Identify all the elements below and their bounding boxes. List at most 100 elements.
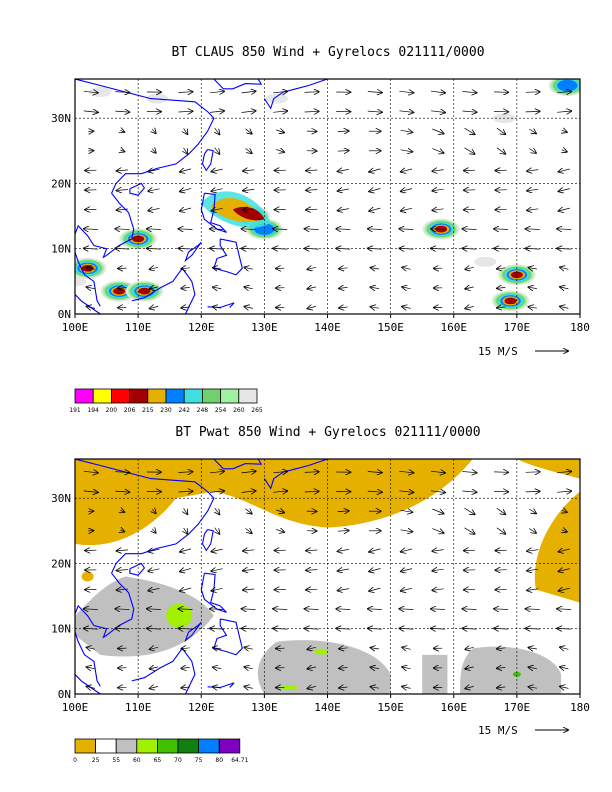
wind-vector bbox=[180, 208, 192, 211]
colorbar-swatch bbox=[129, 388, 149, 404]
wind-vector bbox=[83, 491, 98, 493]
wind-vector bbox=[402, 267, 411, 269]
wind-vector bbox=[371, 687, 380, 688]
wind-vector bbox=[557, 111, 571, 112]
colorbar-swatch bbox=[238, 388, 258, 404]
wind-vector bbox=[180, 588, 192, 591]
colorbar-swatch bbox=[74, 738, 97, 754]
wind-vector bbox=[527, 170, 539, 172]
wind-vector bbox=[244, 267, 253, 269]
wind-vector bbox=[462, 111, 477, 112]
wind-vector bbox=[559, 588, 570, 591]
wind-vector bbox=[336, 628, 351, 629]
wind-vector bbox=[84, 248, 98, 249]
wind-vector bbox=[369, 208, 381, 211]
coastline-segment bbox=[213, 459, 263, 470]
wind-vector bbox=[368, 628, 382, 629]
colorbar-label: 60 bbox=[133, 757, 141, 764]
wind-vector bbox=[179, 628, 193, 629]
wind-vector bbox=[117, 589, 128, 590]
wind-vector bbox=[306, 550, 318, 551]
wind-vector bbox=[117, 570, 128, 571]
wind-vector bbox=[496, 507, 505, 514]
wind-vector bbox=[430, 91, 445, 93]
wind-vector bbox=[432, 170, 444, 172]
wind-vector bbox=[305, 229, 319, 230]
wind-vector bbox=[529, 268, 537, 269]
wind-vector bbox=[430, 471, 445, 473]
wind-vector bbox=[276, 150, 284, 153]
wind-vector bbox=[180, 188, 192, 191]
colorbar-label: 265 bbox=[251, 407, 263, 414]
wind-vector bbox=[465, 686, 474, 688]
wind-vector bbox=[180, 169, 192, 172]
colorbar-swatch bbox=[177, 738, 200, 754]
wind-vector bbox=[399, 471, 413, 473]
wind-vector bbox=[463, 229, 477, 230]
cloud-feature-core bbox=[513, 272, 520, 277]
wind-vector bbox=[369, 169, 381, 172]
wind-vector bbox=[430, 111, 445, 113]
wind-vector bbox=[178, 111, 193, 112]
wind-vector bbox=[367, 491, 382, 492]
panel1-field bbox=[75, 79, 580, 312]
wind-vector bbox=[560, 667, 569, 669]
wind-vector bbox=[527, 589, 539, 591]
wind-vector bbox=[529, 307, 537, 308]
wind-vector bbox=[557, 229, 572, 230]
wind-vector bbox=[465, 306, 474, 308]
coastline-segment bbox=[213, 79, 263, 90]
wind-vector bbox=[337, 511, 349, 512]
cloud-feature-core bbox=[564, 83, 571, 88]
wind-vector bbox=[464, 209, 476, 210]
wind-vector bbox=[465, 287, 474, 289]
wind-vector bbox=[463, 628, 477, 629]
wind-vector bbox=[339, 287, 348, 288]
wind-vector bbox=[243, 209, 255, 210]
wind-vector bbox=[465, 667, 474, 669]
wind-vector bbox=[529, 287, 537, 288]
wind-vector bbox=[557, 471, 571, 472]
colorbar-swatch bbox=[198, 738, 220, 754]
coastline-segment bbox=[207, 682, 235, 689]
colorbar-swatch bbox=[111, 388, 131, 404]
wind-vector bbox=[464, 507, 475, 514]
wind-vector bbox=[117, 209, 128, 210]
colorbar-swatch bbox=[136, 738, 158, 754]
wind-vector bbox=[115, 92, 129, 93]
wind-vector bbox=[525, 472, 540, 473]
y-tick-label: 10N bbox=[51, 243, 71, 256]
wind-vector bbox=[178, 472, 193, 473]
wind-vector bbox=[562, 510, 567, 512]
wind-vector bbox=[336, 229, 351, 230]
wind-vector bbox=[368, 609, 382, 610]
wind-vector bbox=[179, 609, 193, 610]
x-tick-label: 100E bbox=[62, 701, 89, 714]
wind-vector bbox=[401, 569, 413, 572]
wind-vector bbox=[148, 208, 160, 210]
cloud-patch bbox=[266, 93, 288, 104]
wind-vector bbox=[184, 508, 188, 514]
wind-vector bbox=[148, 189, 160, 191]
cloud-feature-core bbox=[261, 227, 268, 232]
colorbar-swatch bbox=[95, 738, 117, 754]
panel2-axis-ticks: 100E 110E 120E 130E 140E 150E 160E 170E 180 0N 10N… bbox=[51, 492, 590, 714]
wind-vector bbox=[559, 208, 570, 211]
wind-vector bbox=[244, 667, 253, 669]
colorbar-label: 80 bbox=[215, 757, 223, 764]
wind-vector bbox=[304, 111, 319, 112]
wind-vector bbox=[525, 491, 540, 492]
wind-vector bbox=[304, 472, 319, 473]
wind-vector bbox=[526, 229, 540, 230]
panel1-colorbar: 191 194 200 206 215 230 242 248 254 260 265 bbox=[69, 388, 263, 414]
wind-vector bbox=[529, 667, 537, 668]
wind-vector bbox=[305, 609, 319, 610]
wind-vector bbox=[496, 147, 505, 154]
wind-vector bbox=[210, 628, 225, 629]
colorbar-swatch bbox=[165, 388, 185, 404]
wind-vector bbox=[497, 667, 506, 668]
x-tick-label: 140E bbox=[314, 701, 341, 714]
wind-vector bbox=[402, 687, 411, 689]
wind-vector bbox=[178, 92, 193, 93]
